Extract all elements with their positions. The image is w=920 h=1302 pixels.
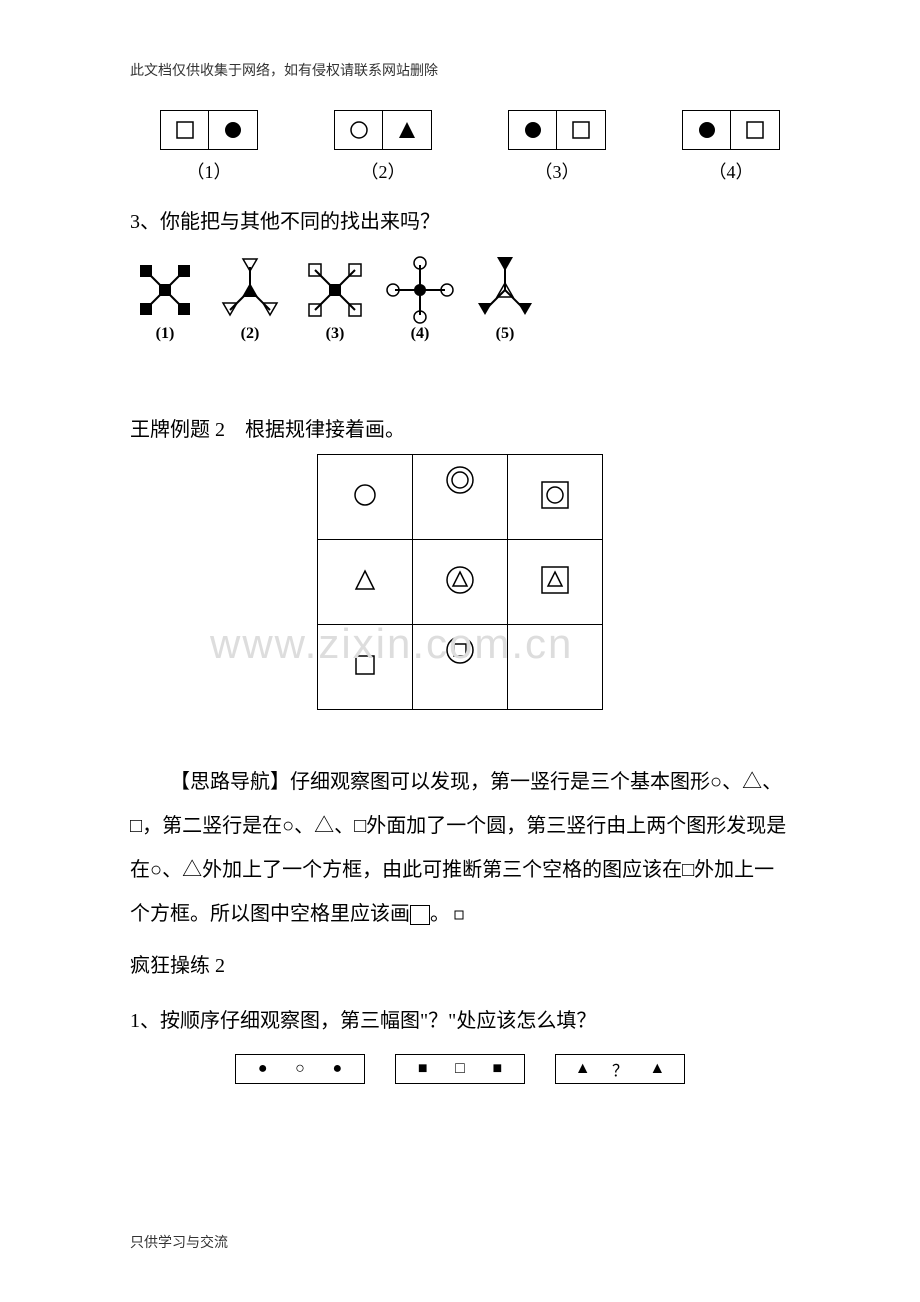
cell-r2c2 xyxy=(413,540,508,625)
question-3-text: 3、你能把与其他不同的找出来吗？ xyxy=(130,204,790,240)
p1s3: ● xyxy=(332,1060,342,1078)
inline-answer-box xyxy=(410,905,430,925)
pattern-box-1: ● ○ ● xyxy=(235,1054,365,1084)
shape-label-5: (5) xyxy=(496,325,515,343)
explanation-text: 【思路导航】仔细观察图可以发现，第一竖行是三个基本图形○、△、□，第二竖行是在○… xyxy=(130,760,790,936)
opt3-right xyxy=(557,111,605,149)
option-1: （1） xyxy=(160,110,258,184)
shape-label-3: (3) xyxy=(326,325,345,343)
header-note: 此文档仅供收集于网络，如有侵权请联系网站删除 xyxy=(130,60,790,80)
p3s2: ？ xyxy=(612,1057,628,1081)
option-label-2: （2） xyxy=(361,158,406,184)
options-row: （1） （2） （3） （4） xyxy=(160,110,780,184)
shape-4: (4) xyxy=(385,255,455,343)
p2s2: □ xyxy=(455,1060,465,1078)
cell-r1c2 xyxy=(413,455,508,540)
pattern-row: ● ○ ● ■ □ ■ ▲ ？ ▲ xyxy=(130,1054,790,1084)
opt2-right xyxy=(383,111,431,149)
p3s3: ▲ xyxy=(649,1060,665,1078)
p1s1: ● xyxy=(258,1060,268,1078)
example-2-title: 王牌例题 2 根据规律接着画。 xyxy=(130,413,790,442)
grid-3x3 xyxy=(317,454,603,710)
explanation-body: 【思路导航】仔细观察图可以发现，第一竖行是三个基本图形○、△、□，第二竖行是在○… xyxy=(130,771,786,925)
shape-2: (2) xyxy=(215,255,285,343)
opt3-left xyxy=(509,111,557,149)
p2s1: ■ xyxy=(418,1060,428,1078)
option-label-4: （4） xyxy=(709,158,754,184)
shape-label-1: (1) xyxy=(156,325,175,343)
shape-label-2: (2) xyxy=(241,325,260,343)
shape-5: (5) xyxy=(470,255,540,343)
footer-note: 只供学习与交流 xyxy=(130,1232,228,1252)
cell-r2c3 xyxy=(508,540,603,625)
option-label-1: （1） xyxy=(187,158,232,184)
option-4: （4） xyxy=(682,110,780,184)
shapes-row: (1) (2) (3) xyxy=(130,255,790,343)
cell-r1c1 xyxy=(318,455,413,540)
shape-label-4: (4) xyxy=(411,325,430,343)
option-3: （3） xyxy=(508,110,606,184)
p3s1: ▲ xyxy=(575,1060,591,1078)
shape-1: (1) xyxy=(130,255,200,343)
opt4-right xyxy=(731,111,779,149)
opt1-right xyxy=(209,111,257,149)
opt2-left xyxy=(335,111,383,149)
option-label-3: （3） xyxy=(535,158,580,184)
option-2: （2） xyxy=(334,110,432,184)
cell-r2c1 xyxy=(318,540,413,625)
pattern-box-2: ■ □ ■ xyxy=(395,1054,525,1084)
practice-2-q1: 1、按顺序仔细观察图，第三幅图"？"处应该怎么填？ xyxy=(130,1003,790,1039)
shape-3: (3) xyxy=(300,255,370,343)
pattern-box-3: ▲ ？ ▲ xyxy=(555,1054,685,1084)
watermark: www.zixin.com.cn xyxy=(210,620,573,668)
cell-r1c3 xyxy=(508,455,603,540)
opt4-left xyxy=(683,111,731,149)
opt1-left xyxy=(161,111,209,149)
practice-2-title: 疯狂操练 2 xyxy=(130,944,790,988)
explanation-end: 。 xyxy=(430,903,450,925)
p1s2: ○ xyxy=(295,1060,305,1078)
p2s3: ■ xyxy=(492,1060,502,1078)
